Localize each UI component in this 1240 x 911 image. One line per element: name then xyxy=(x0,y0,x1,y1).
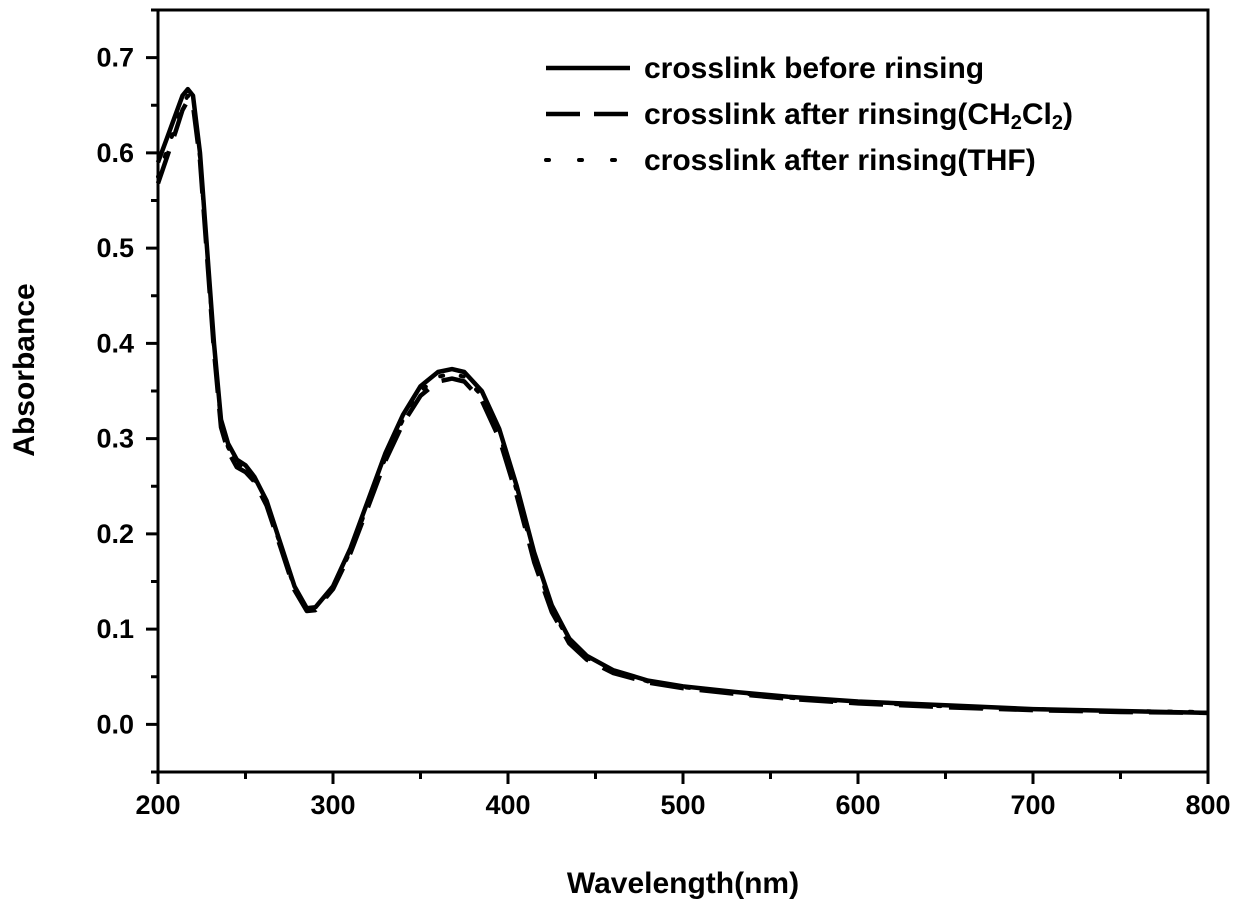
x-tick-label: 700 xyxy=(1010,790,1055,820)
x-tick-label: 800 xyxy=(1185,790,1230,820)
legend-text-part: ) xyxy=(1063,98,1073,131)
series-layer xyxy=(158,89,1208,713)
legend-text-part: crosslink before rinsing xyxy=(644,52,984,85)
legend-subscript: 2 xyxy=(1052,112,1063,134)
series-line-2 xyxy=(158,101,1208,713)
legend-text-part: crosslink after rinsing(CH xyxy=(644,98,1011,131)
legend-text-part: Cl xyxy=(1022,98,1052,131)
legend-label-3: crosslink after rinsing(THF) xyxy=(644,144,1036,177)
x-tick-label: 500 xyxy=(660,790,705,820)
y-tick-label: 0.5 xyxy=(96,233,134,263)
y-tick-label: 0.0 xyxy=(96,709,134,739)
legend-label-1: crosslink before rinsing xyxy=(644,52,984,85)
x-tick-label: 600 xyxy=(835,790,880,820)
legend-label-2: crosslink after rinsing(CH2Cl2) xyxy=(644,98,1073,134)
absorbance-chart: 200 300 400 500 600 700 800 0.0 0.1 0.2 0.3 0.4 0.5 0… xyxy=(0,0,1240,911)
y-tick-label: 0.2 xyxy=(96,519,134,549)
y-tick-label: 0.6 xyxy=(96,138,134,168)
x-axis-title: Wavelength(nm) xyxy=(567,867,799,900)
series-line-3 xyxy=(158,96,1208,712)
x-tick-label: 300 xyxy=(310,790,355,820)
legend-subscript: 2 xyxy=(1011,112,1022,134)
y-tick-label: 0.4 xyxy=(96,328,134,358)
y-tick-label: 0.3 xyxy=(96,424,134,454)
x-tick-label: 200 xyxy=(135,790,180,820)
y-tick-label: 0.7 xyxy=(96,43,134,73)
y-tick-label: 0.1 xyxy=(96,614,134,644)
legend: crosslink before rinsing crosslink after … xyxy=(546,52,1073,177)
x-tick-label: 400 xyxy=(485,790,530,820)
series-line-1 xyxy=(158,89,1208,713)
legend-text-part: crosslink after rinsing(THF) xyxy=(644,144,1036,177)
y-axis-title: Absorbance xyxy=(8,283,41,456)
